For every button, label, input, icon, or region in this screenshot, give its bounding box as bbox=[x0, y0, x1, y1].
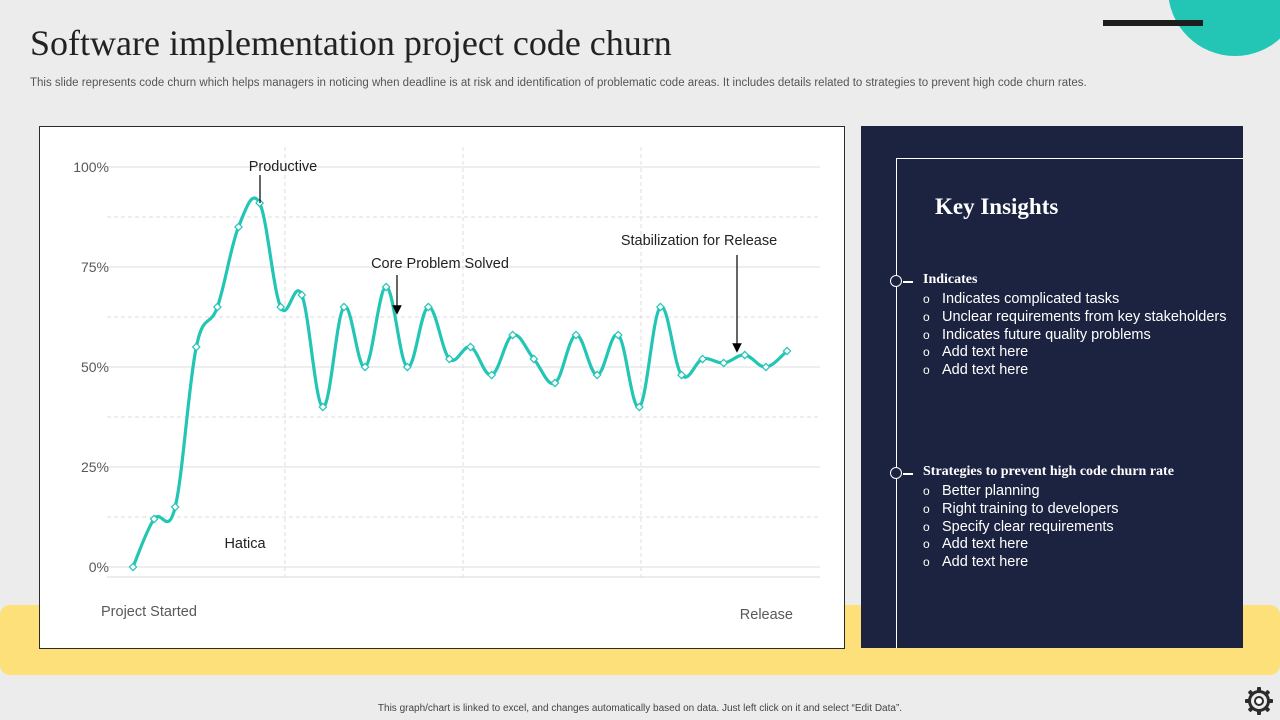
y-tick-label: 100% bbox=[73, 159, 109, 175]
data-point bbox=[191, 342, 201, 352]
list-item: o Right training to developers bbox=[923, 500, 1119, 517]
section-heading: Indicates bbox=[923, 272, 978, 287]
data-point bbox=[529, 354, 539, 364]
data-point bbox=[740, 350, 750, 360]
section-marker-connector bbox=[903, 473, 913, 475]
data-point bbox=[212, 302, 222, 312]
data-point bbox=[761, 362, 771, 372]
y-tick-label: 0% bbox=[89, 559, 109, 575]
circle-bullet-icon: o bbox=[923, 484, 930, 498]
gear-icon[interactable] bbox=[1244, 686, 1274, 716]
data-point bbox=[655, 302, 665, 312]
key-insights-title: Key Insights bbox=[935, 194, 1059, 219]
decorative-circle bbox=[1168, 0, 1280, 56]
section-list: o Better planning o Right training to deve… bbox=[923, 483, 1119, 572]
data-point bbox=[445, 354, 454, 364]
data-point bbox=[276, 302, 286, 312]
circle-bullet-icon: o bbox=[923, 501, 930, 516]
list-item: o Specify clear requirements bbox=[923, 518, 1114, 535]
annotation-label: Stabilization for Release bbox=[621, 233, 777, 249]
annotation-label: Hatica bbox=[224, 536, 266, 552]
data-point bbox=[318, 402, 328, 412]
section-heading: Strategies to prevent high code churn ra… bbox=[923, 464, 1174, 479]
annotation-label: Productive bbox=[249, 159, 318, 175]
data-point bbox=[360, 362, 370, 372]
data-point bbox=[339, 302, 349, 312]
data-point bbox=[677, 370, 686, 380]
footer-note: This graph/chart is linked to excel, and… bbox=[377, 703, 903, 714]
data-point bbox=[466, 342, 475, 352]
circle-bullet-icon: o bbox=[923, 537, 930, 552]
section-marker-connector bbox=[903, 281, 913, 283]
section-marker-icon bbox=[890, 467, 902, 479]
circle-bullet-icon: o bbox=[923, 519, 930, 534]
circle-bullet-icon: o bbox=[923, 327, 930, 342]
panel-rule-vertical bbox=[896, 158, 897, 648]
x-label-end: Release bbox=[740, 607, 793, 623]
data-point bbox=[402, 362, 412, 372]
data-point bbox=[550, 378, 560, 388]
circle-bullet-icon: o bbox=[923, 555, 930, 570]
series-line bbox=[131, 196, 789, 569]
data-point bbox=[571, 330, 581, 340]
data-point bbox=[423, 302, 433, 312]
data-point bbox=[634, 402, 644, 412]
page-subtitle: This slide represents code churn which h… bbox=[30, 77, 1087, 89]
data-point bbox=[234, 222, 243, 232]
list-item: o Better planning bbox=[923, 483, 1040, 499]
data-point bbox=[592, 370, 602, 380]
section-list: o Indicates complicated tasks o Unclear re… bbox=[923, 291, 1226, 380]
circle-bullet-icon: o bbox=[923, 345, 930, 360]
data-point bbox=[698, 354, 708, 364]
circle-bullet-icon: o bbox=[923, 363, 930, 378]
list-item: o Indicates complicated tasks bbox=[923, 291, 1120, 307]
list-item: o Add text here bbox=[923, 554, 1029, 571]
data-point bbox=[297, 290, 307, 300]
y-tick-label: 25% bbox=[81, 459, 109, 475]
data-point bbox=[149, 514, 159, 524]
y-tick-label: 75% bbox=[81, 259, 109, 275]
data-point bbox=[381, 282, 391, 292]
list-item: o Add text here bbox=[923, 536, 1029, 553]
data-point bbox=[782, 346, 792, 356]
circle-bullet-icon: o bbox=[923, 309, 930, 324]
tick-layer: 0% 25% 50% 75% 100% Project Started Release bbox=[73, 159, 793, 623]
data-point bbox=[128, 562, 138, 572]
list-item: o Add text here bbox=[923, 362, 1029, 379]
decorative-bar bbox=[1103, 20, 1203, 26]
circle-bullet-icon: o bbox=[923, 292, 930, 306]
list-item: o Indicates future quality problems bbox=[923, 326, 1151, 343]
grid-layer bbox=[107, 147, 820, 578]
data-point bbox=[508, 330, 518, 340]
x-label-start: Project Started bbox=[101, 604, 197, 620]
page-title: Software implementation project code chu… bbox=[30, 23, 672, 63]
y-tick-label: 50% bbox=[81, 359, 109, 375]
data-point bbox=[487, 370, 497, 380]
data-point bbox=[719, 358, 729, 368]
chart-svg: 0% 25% 50% 75% 100% Project Started Release Pr… bbox=[73, 147, 820, 623]
list-item: o Add text here bbox=[923, 344, 1029, 361]
data-point bbox=[170, 502, 180, 512]
line-layer bbox=[128, 196, 792, 572]
panel-rule-horizontal bbox=[896, 158, 1243, 159]
code-churn-chart[interactable]: 0% 25% 50% 75% 100% Project Started Release Pr… bbox=[39, 126, 845, 649]
annotation-layer: Productive Core Problem Solved Stabilizati… bbox=[224, 159, 777, 552]
section-marker-icon bbox=[890, 275, 902, 287]
data-point bbox=[613, 330, 623, 340]
annotation-label: Core Problem Solved bbox=[371, 256, 509, 272]
key-insights-panel: Key Insights Indicates o Indicates compli… bbox=[861, 126, 1243, 648]
list-item: o Unclear requirements from key stakehold… bbox=[923, 308, 1227, 325]
